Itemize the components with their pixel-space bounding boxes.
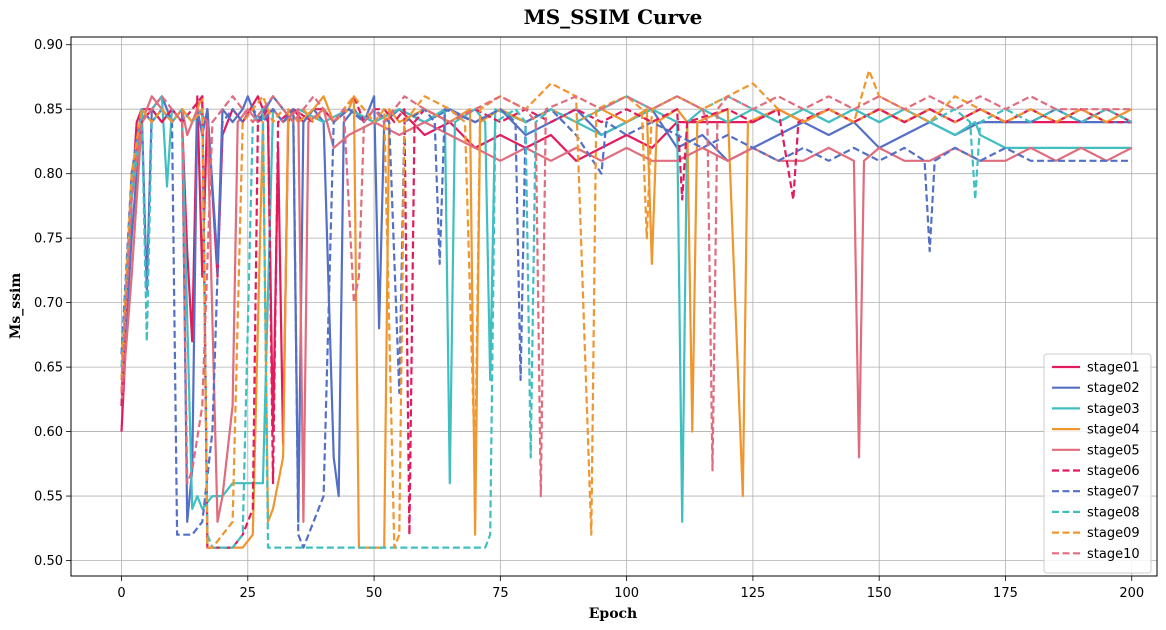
legend-label-stage10: stage10: [1087, 547, 1140, 562]
series-group: [120, 69, 1133, 549]
plot-frame: [70, 36, 1158, 577]
x-tick-label: 25: [240, 586, 257, 601]
legend-label-stage03: stage03: [1087, 402, 1140, 417]
legend-label-stage02: stage02: [1087, 381, 1140, 396]
legend-label-stage04: stage04: [1087, 423, 1140, 438]
y-tick-label: 0.55: [34, 490, 63, 505]
legend-label-stage07: stage07: [1087, 485, 1140, 500]
y-tick-label: 0.50: [34, 554, 63, 569]
legend-label-stage01: stage01: [1087, 361, 1140, 376]
legend-label-stage09: stage09: [1087, 526, 1140, 541]
series-line-stage05: [120, 95, 1133, 523]
legend: stage01 stage02 stage03 stage04 stage05 stage…: [1043, 353, 1152, 574]
x-tick-label: 75: [492, 586, 509, 601]
x-axis-label: Epoch: [589, 606, 638, 622]
y-tick-label: 0.60: [34, 425, 63, 440]
x-tick-label: 50: [366, 586, 383, 601]
legend-label-stage06: stage06: [1087, 464, 1140, 479]
x-tick-label: 100: [614, 586, 639, 601]
ticks: 0 25 50 75 100 125 150 175 200 0.50 0.55 0.60 0.65 0.…: [34, 38, 1144, 601]
x-tick-label: 0: [117, 586, 125, 601]
y-tick-label: 0.85: [34, 103, 63, 118]
y-tick-label: 0.75: [34, 232, 63, 247]
y-axis-label: Ms_ssim: [8, 273, 24, 339]
series-line-stage09: [120, 69, 1133, 549]
y-tick-label: 0.80: [34, 167, 63, 182]
series-line-stage07: [120, 108, 1132, 549]
series-line-stage02: [120, 95, 1132, 523]
series-line-stage10: [120, 95, 1132, 498]
x-tick-label: 125: [740, 586, 765, 601]
legend-label-stage05: stage05: [1087, 443, 1140, 458]
y-tick-label: 0.70: [34, 296, 63, 311]
x-tick-label: 175: [993, 586, 1018, 601]
x-tick-label: 150: [867, 586, 892, 601]
legend-label-stage08: stage08: [1087, 505, 1140, 520]
chart-title: MS_SSIM Curve: [524, 5, 703, 29]
y-tick-label: 0.65: [34, 361, 63, 376]
x-tick-label: 200: [1119, 586, 1144, 601]
y-tick-label: 0.90: [34, 38, 63, 53]
